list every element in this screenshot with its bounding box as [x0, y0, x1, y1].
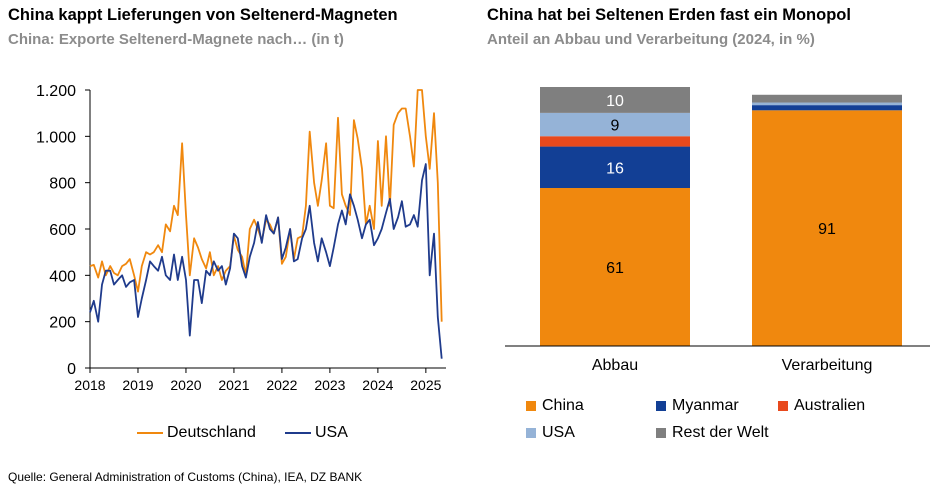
stacked-bar-chart: 61 16 9 10 Abbau 91 Verarbeitung	[505, 87, 930, 374]
x-tick-label: 2020	[170, 377, 201, 393]
legend-label-usa-bar: USA	[542, 424, 575, 441]
y-tick-label: 600	[49, 222, 76, 239]
y-tick-label: 400	[49, 268, 76, 285]
bar-chart-legend: China Myanmar Australien USA Rest der We…	[526, 397, 926, 447]
legend-label-deutschland: Deutschland	[167, 424, 256, 441]
legend-label-australien: Australien	[794, 397, 866, 414]
bar-segment-china	[752, 110, 902, 346]
y-tick-label: 1.000	[36, 129, 76, 146]
bar-data-label: 9	[611, 118, 620, 135]
bar-segment-usa	[540, 112, 690, 137]
source-note: Quelle: General Administration of Custom…	[8, 470, 363, 484]
y-tick-label: 0	[67, 361, 76, 378]
legend-swatch-usa	[285, 432, 311, 434]
left-chart-subtitle: China: Exporte Seltenerd-Magnete nach… (…	[8, 31, 344, 48]
legend-label-china: China	[542, 397, 584, 414]
x-tick-label: 2024	[362, 377, 393, 393]
bar-segment-australien	[540, 136, 690, 147]
bar-data-label: 91	[818, 221, 836, 238]
right-chart-subtitle: Anteil an Abbau und Verarbeitung (2024, …	[487, 31, 815, 48]
bar-segment-china	[540, 188, 690, 346]
legend-swatch-myanmar	[656, 401, 666, 411]
x-tick-label: 2021	[218, 377, 249, 393]
x-category-label: Abbau	[592, 357, 638, 374]
bar-data-label: 10	[606, 93, 624, 110]
x-tick-label: 2022	[266, 377, 297, 393]
x-tick-label: 2019	[122, 377, 153, 393]
legend-item-australien: Australien	[778, 397, 865, 415]
legend-item-rest: Rest der Welt	[656, 424, 769, 442]
legend-swatch-china	[526, 401, 536, 411]
legend-swatch-deutschland	[137, 432, 163, 434]
bar-segment-myanmar	[540, 146, 690, 189]
legend-item-myanmar: Myanmar	[656, 397, 739, 415]
y-tick-label: 200	[49, 315, 76, 332]
legend-label-myanmar: Myanmar	[672, 397, 739, 414]
bar-data-label: 61	[606, 260, 624, 277]
legend-swatch-australien	[778, 401, 788, 411]
legend-item-usa: USA	[285, 424, 348, 442]
legend-item-usa-bar: USA	[526, 424, 575, 442]
bar-segment-rest	[752, 94, 902, 103]
right-chart-title: China hat bei Seltenen Erden fast ein Mo…	[487, 6, 851, 24]
y-tick-label: 800	[49, 176, 76, 193]
x-tick-label: 2025	[410, 377, 441, 393]
legend-label-rest: Rest der Welt	[672, 424, 769, 441]
left-chart-title: China kappt Lieferungen von Seltenerd-Ma…	[8, 6, 398, 24]
x-category-label: Verarbeitung	[782, 357, 873, 374]
legend-swatch-rest	[656, 428, 666, 438]
series-line-deutschland	[89, 89, 443, 322]
bar-segment-usa	[752, 102, 902, 106]
bar-segment-rest	[540, 87, 690, 113]
legend-item-china: China	[526, 397, 584, 415]
series-line-usa	[89, 163, 443, 359]
line-chart: 0 200 400 600 800 1.000 1.200 2018 2019 2020 2021 2…	[36, 83, 446, 393]
line-chart-legend: Deutschland USA	[0, 424, 480, 444]
x-tick-label: 2023	[314, 377, 345, 393]
bar-segment-myanmar	[752, 105, 902, 111]
x-tick-label: 2018	[74, 377, 105, 393]
legend-item-deutschland: Deutschland	[137, 424, 256, 442]
legend-swatch-usa-bar	[526, 428, 536, 438]
legend-label-usa: USA	[315, 424, 348, 441]
bar-data-label: 16	[606, 160, 624, 177]
y-tick-label: 1.200	[36, 83, 76, 100]
